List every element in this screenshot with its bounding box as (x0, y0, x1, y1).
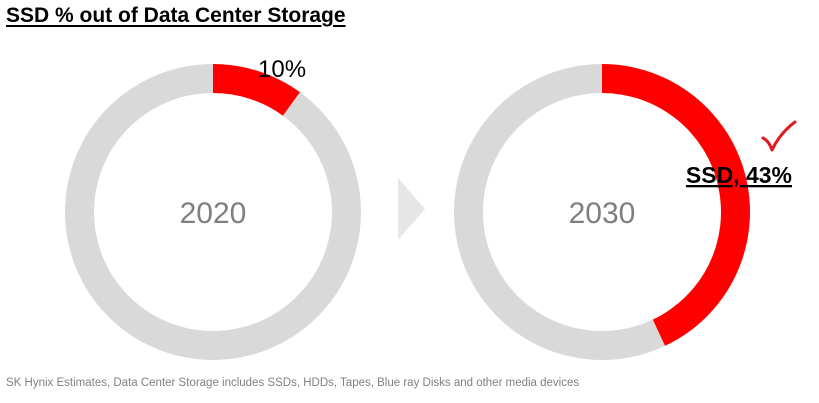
donut-1-other-slice (454, 64, 666, 360)
checkmark-icon (761, 120, 797, 152)
donut-0-value-label: 10% (258, 56, 306, 83)
donut-0-center-label: 2020 (180, 197, 247, 230)
donut-1-center-label: 2030 (569, 197, 636, 230)
transition-arrow (398, 178, 425, 240)
donut-0-ssd-slice (213, 64, 300, 116)
donut-1-value-label: SSD, 43% (686, 162, 792, 188)
page-title: SSD % out of Data Center Storage (6, 4, 346, 27)
donut-1-ssd-slice (602, 64, 750, 346)
footnote: SK Hynix Estimates, Data Center Storage … (6, 377, 580, 389)
